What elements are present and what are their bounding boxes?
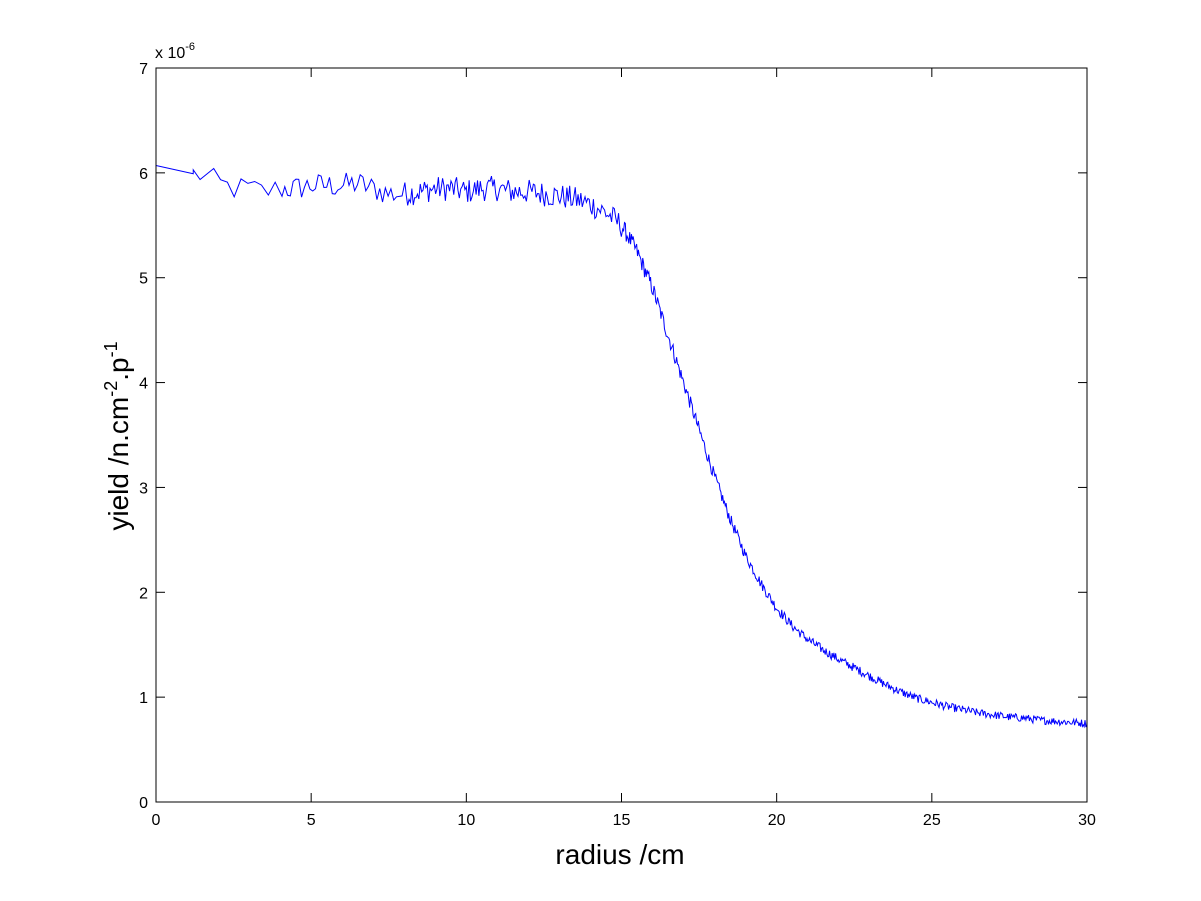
- y-tick-label: 7: [139, 61, 148, 78]
- x-tick-label: 5: [307, 812, 316, 829]
- axes: 0 5 10 15 20 25 30 0 1 2 3 4 5 6 7: [139, 61, 1096, 829]
- x-tick-label: 15: [613, 812, 631, 829]
- x-tick-label: 20: [768, 812, 786, 829]
- y-tick-label: 2: [139, 585, 148, 602]
- y-tick-label: 3: [139, 480, 148, 497]
- plot-area: [155, 165, 1088, 729]
- y-tick-label: 5: [139, 271, 148, 288]
- y-tick-label: 1: [139, 690, 148, 707]
- x-tick-label: 30: [1078, 812, 1096, 829]
- data-series-line: [155, 165, 1088, 729]
- x-axis-label: radius /cm: [555, 839, 684, 870]
- x-tick-label: 25: [923, 812, 941, 829]
- x-tick-label: 0: [152, 812, 161, 829]
- y-axis-label: yield /n.cm-2.p-1: [101, 341, 134, 530]
- y-tick-label: 0: [139, 795, 148, 812]
- y-tick-label: 4: [139, 376, 148, 393]
- y-axis-exponent: x 10-6: [155, 41, 195, 62]
- axes-box: [155, 67, 1088, 803]
- y-tick-label: 6: [139, 166, 148, 183]
- x-tick-label: 10: [457, 812, 475, 829]
